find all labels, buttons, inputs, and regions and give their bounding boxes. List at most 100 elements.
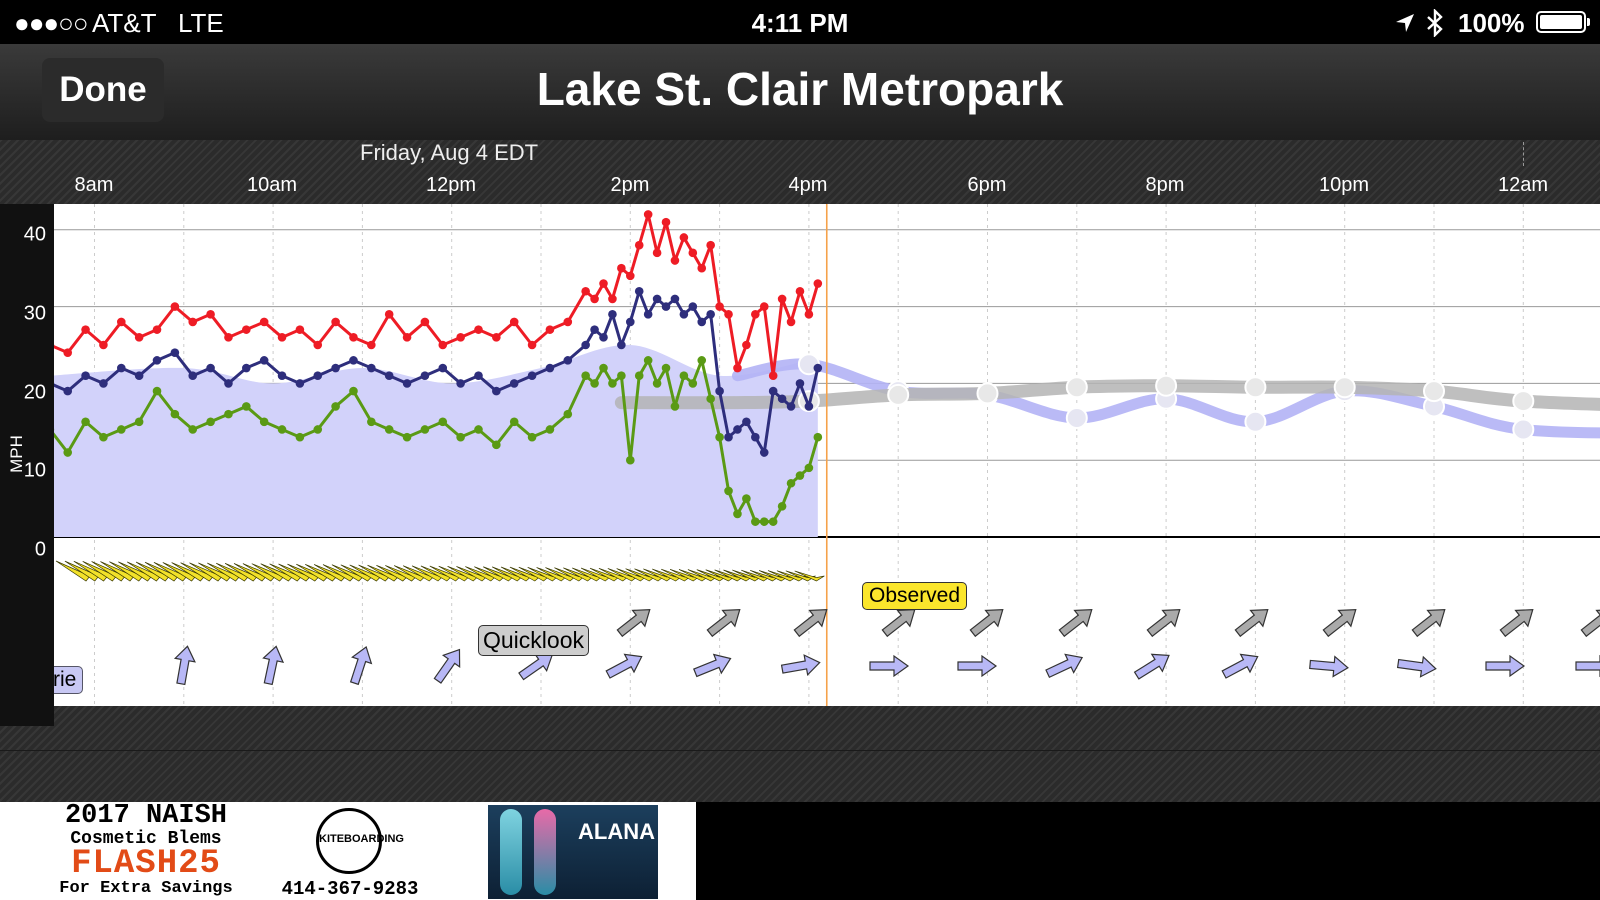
observed-data-point [492,333,501,342]
model-direction-arrow [349,645,373,686]
observed-data-point [509,417,519,427]
model-direction-arrow [173,645,196,686]
observed-data-point [152,356,162,365]
observed-data-point [242,325,251,334]
done-button[interactable]: Done [42,58,164,122]
observed-data-point [492,440,501,450]
observed-data-point [724,486,733,496]
observed-data-point [474,425,483,434]
hour-label: 8am [74,174,114,196]
forecast-point [1512,418,1535,441]
observed-data-point [608,379,617,388]
observed-data-point [242,402,251,411]
quicklook-direction-arrow [1322,609,1357,638]
observed-data-point [438,340,448,350]
observed-data-point [599,279,608,288]
quicklook-point [1333,376,1356,399]
observed-data-point [313,371,323,381]
model-direction-arrow [1485,654,1526,678]
observed-data-point [581,340,590,350]
observed-data-point [277,425,287,434]
observed-data-point [643,356,653,365]
quicklook-point [1155,374,1178,397]
observed-data-point [751,309,760,319]
kiteboarding-ad[interactable]: KITEBOARDING 414-367-9283 [276,802,424,900]
observed-data-point [661,302,671,311]
observed-data-point [456,379,465,388]
midnight-marker [1523,142,1524,166]
observed-data-point [295,379,305,388]
location-arrow-icon [1396,14,1414,32]
battery-icon [1536,11,1590,33]
quicklook-direction-arrow [969,609,1004,638]
observed-data-point [509,317,519,327]
model-direction-arrow [780,654,821,677]
observed-data-point [99,432,108,442]
observed-data-point [81,325,90,334]
observed-data-point [277,333,287,342]
model-direction-arrow [1133,653,1170,680]
observed-data-point [384,425,394,434]
observed-data-point [259,417,269,427]
observed-data-point [456,432,465,442]
observed-data-point [697,317,707,327]
hour-label: 10pm [1318,174,1370,196]
observed-data-point [724,432,733,442]
y-tick-label: 40 [23,223,46,246]
quicklook-label[interactable]: Quicklook [478,625,589,656]
observed-data-point [563,356,573,365]
time-axis-header: Friday, Aug 4 EDT 8am 10am 12pm 2pm 4pm … [0,140,1600,204]
observed-data-point [768,517,778,526]
observed-data-point [643,309,653,319]
observed-data-point [152,325,162,334]
observed-data-point [349,386,358,396]
model-direction-arrow [869,654,910,678]
observed-data-point [349,333,358,342]
observed-data-point [590,379,599,388]
observed-data-point [367,340,376,350]
observed-data-point [509,379,519,388]
model-direction-arrow [1396,655,1437,678]
observed-data-point [733,509,742,519]
observed-data-point [715,302,724,311]
observed-data-point [617,371,626,381]
model-direction-arrow [1309,655,1349,678]
observed-data-point [63,386,73,396]
model-direction-arrow [433,648,461,684]
wind-chart[interactable]: Observed Quicklook rie [54,204,1600,706]
observed-data-point [420,425,430,434]
observed-data-point [349,356,358,365]
observed-data-point [751,432,760,442]
observed-data-point [795,379,805,388]
observed-data-point [81,371,90,381]
observed-data-point [795,471,805,480]
quicklook-point [976,382,999,405]
observed-data-point [742,494,751,503]
forecast-point [1244,410,1267,433]
y-tick-label: 0 [34,538,46,561]
ad-banner[interactable]: 2017 NAISH Cosmetic Blems FLASH25 For Ex… [0,802,696,900]
observed-data-point [777,501,787,511]
observed-data-point [527,432,537,442]
observed-data-point [134,371,144,381]
observed-data-point [626,271,635,281]
observed-data-point [474,371,483,381]
observed-data-point [313,340,323,350]
observed-data-point [706,309,715,319]
model-direction-arrow [1575,654,1600,678]
alana-ad[interactable]: ALANA [488,805,658,899]
kiteboarding-logo: KITEBOARDING [316,808,404,874]
page-title: Lake St. Clair Metropark [536,63,1064,115]
quicklook-direction-arrow [1411,609,1446,638]
naish-ad[interactable]: 2017 NAISH Cosmetic Blems FLASH25 For Ex… [59,801,233,898]
observed-data-point [679,309,689,319]
observed-data-point [242,363,251,373]
observed-data-point [652,379,662,388]
observed-data-point [679,371,689,381]
observed-data-point [661,363,671,373]
model-label[interactable]: rie [54,666,84,694]
observed-data-point [759,517,769,526]
observed-data-point [786,478,796,488]
observed-data-point [527,371,537,381]
forecast-point [1065,406,1088,429]
